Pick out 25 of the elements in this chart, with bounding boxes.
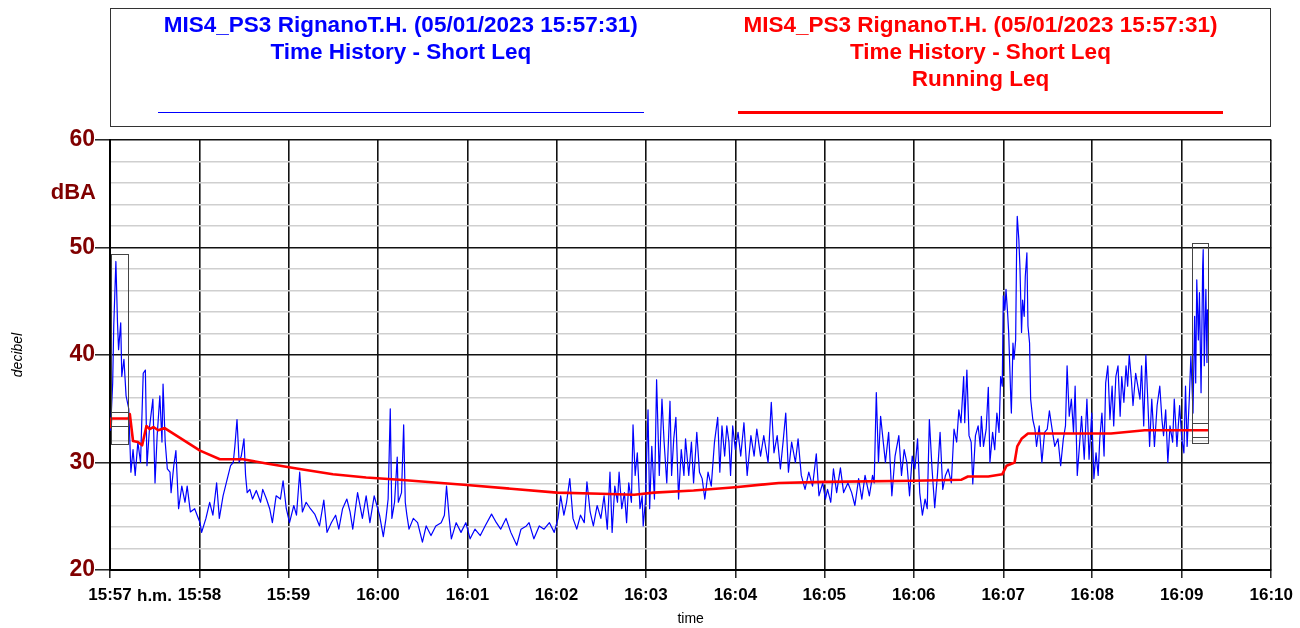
x-tick-label: 16:09 — [1160, 584, 1204, 604]
text: dBA — [50, 178, 97, 204]
x-tick-label: 16:02 — [534, 584, 579, 604]
x-tick-label: 16:06 — [892, 584, 936, 604]
y-tick-label: 40 — [69, 340, 95, 367]
x-tick-label: 15:57 — [88, 584, 132, 604]
x-tick-label: 16:08 — [1070, 584, 1115, 604]
text: MIS4_PS3 RignanoT.H. (05/01/2023 15:57:31) Time History - Short Leq — [163, 11, 638, 65]
x-tick-label: 16:01 — [445, 584, 490, 604]
x-tick-label: 16:07 — [981, 584, 1026, 604]
text: h.m. — [137, 585, 172, 605]
y-tick-label: 20 — [69, 555, 95, 582]
x-tick-label: 16:05 — [802, 584, 847, 604]
x-tick-label: 16:00 — [356, 584, 400, 604]
y-axis-title: decibel — [9, 331, 26, 378]
x-axis-title: time — [677, 610, 705, 627]
y-tick-label: 30 — [69, 447, 95, 474]
x-tick-label: 15:58 — [177, 584, 222, 604]
x-tick-label: 16:04 — [713, 584, 758, 604]
x-tick-label: 16:03 — [624, 584, 668, 604]
text: MIS4_PS3 RignanoT.H. (05/01/2023 15:57:31) Time History - Short Leq Running Leq — [743, 11, 1218, 92]
x-tick-label: 15:59 — [266, 584, 311, 604]
y-tick-label: 50 — [69, 232, 95, 259]
x-tick-label: 16:10 — [1249, 584, 1293, 604]
y-tick-label: 60 — [69, 125, 95, 152]
